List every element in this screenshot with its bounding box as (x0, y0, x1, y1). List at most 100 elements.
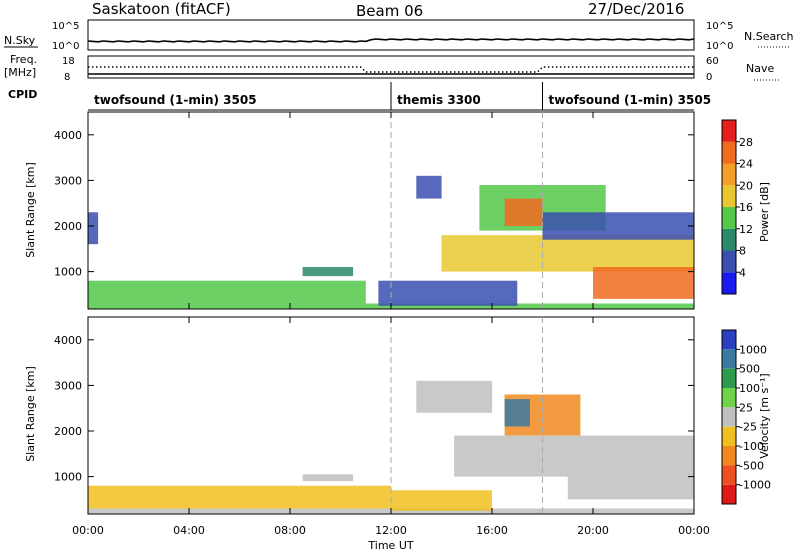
colorbar-segment (722, 120, 736, 142)
y-tick-label: 1000 (54, 471, 82, 484)
colorbar-segment (722, 163, 736, 186)
velocity-colorbar-tick-label: 100 (739, 382, 760, 395)
nsearch-label: N.Search (744, 30, 794, 43)
freq-series (88, 66, 694, 73)
y-tick-label: 4000 (54, 334, 82, 347)
cpid-mode-label: twofsound (1-min) 3505 (94, 93, 257, 107)
freq-tick-top: 18 (62, 56, 75, 67)
count-tick-right-top: 10^5 (706, 21, 733, 32)
velocity-colorbar-tick-label: -500 (739, 459, 764, 472)
colorbar-segment (722, 272, 736, 295)
count-tick-left-top: 10^5 (52, 21, 79, 32)
cpid-mode-label: themis 3300 (397, 93, 481, 107)
freq-tick-bottom: 8 (64, 72, 70, 83)
power-data (88, 175, 694, 309)
power-colorbar-tick-label: 8 (739, 245, 746, 258)
y-tick-label: 3000 (54, 379, 82, 392)
power-region (378, 280, 518, 306)
velocity-region (416, 380, 493, 413)
velocity-colorbar: 1000 500 100 25 -25 -100 -500 -1000 (721, 329, 771, 505)
power-region (302, 267, 354, 277)
power-colorbar: 4 8 12 16 20 24 28 (721, 119, 753, 295)
colorbar-segment (722, 446, 736, 466)
y-tick-label: 3000 (54, 174, 82, 187)
x-tick-label: 16:00 (476, 524, 508, 537)
colorbar-segment (722, 228, 736, 251)
power-region (416, 175, 442, 199)
colorbar-segment (722, 388, 736, 408)
colorbar-segment (722, 465, 736, 485)
nsky-label: N.Sky (4, 34, 36, 47)
date-title: 27/Dec/2016 (588, 0, 684, 18)
cpid-mode-label: twofsound (1-min) 3505 (549, 93, 712, 107)
power-panel (87, 111, 695, 310)
x-tick-label: 00:00 (678, 524, 710, 537)
velocity-colorbar-label: Velocity [m s⁻¹] (758, 373, 771, 458)
velocity-colorbar-tick-label: -25 (739, 421, 757, 434)
colorbar-segment (722, 250, 736, 273)
y-tick-label: 1000 (54, 266, 82, 279)
velocity-region (88, 485, 391, 509)
velocity-colorbar-tick-label: 25 (739, 401, 753, 414)
colorbar-segment (722, 426, 736, 446)
colorbar-segment (722, 349, 736, 369)
power-region (88, 212, 99, 245)
count-panel-frame (87, 19, 695, 51)
x-tick-label: 12:00 (375, 524, 407, 537)
power-colorbar-tick-label: 24 (739, 158, 753, 171)
velocity-region (302, 474, 354, 482)
beam-title: Beam 06 (356, 2, 423, 20)
velocity-colorbar-tick-label: 500 (739, 363, 760, 376)
y-tick-label: 2000 (54, 220, 82, 233)
power-colorbar-tick-label: 28 (739, 136, 753, 149)
power-ylabel: Slant Range [km] (24, 162, 37, 258)
colorbar-segment (722, 368, 736, 388)
velocity-region (454, 435, 694, 477)
velocity-colorbar-tick-label: -100 (739, 440, 764, 453)
nave-tick-bottom: 0 (706, 72, 712, 83)
velocity-colorbar-tick-label: 1000 (739, 343, 767, 356)
colorbar-segment (722, 207, 736, 229)
x-tick-label: 08:00 (274, 524, 306, 537)
colorbar-segment (722, 141, 736, 164)
colorbar-segment (722, 484, 736, 504)
freq-unit-label: [MHz] (4, 66, 36, 79)
x-tick-label: 00:00 (72, 524, 104, 537)
freq-label: Freq. (10, 53, 37, 66)
cpid-modes: twofsound (1-min) 3505 themis 3300 twofsou… (94, 82, 711, 110)
power-colorbar-label: Power [dB] (758, 182, 771, 242)
colorbar-frame (721, 329, 737, 505)
nave-tick-top: 60 (706, 56, 719, 67)
power-colorbar-tick-label: 16 (739, 201, 753, 214)
velocity-region (391, 490, 492, 511)
x-axis-label: Time UT (367, 539, 413, 552)
velocity-region (567, 476, 695, 500)
velocity-ylabel: Slant Range [km] (24, 366, 37, 462)
nave-label: Nave (746, 62, 774, 75)
velocity-region (504, 399, 530, 427)
velocity-colorbar-tick-label: -1000 (739, 479, 771, 492)
cpid-label: CPID (8, 88, 37, 101)
colorbar-segment (722, 330, 736, 350)
y-tick-label: 4000 (54, 129, 82, 142)
power-region (88, 280, 366, 304)
power-colorbar-tick-label: 4 (739, 266, 746, 279)
power-region (593, 267, 694, 299)
count-tick-right-bottom: 10^0 (706, 41, 733, 52)
power-colorbar-tick-label: 20 (739, 179, 753, 192)
power-region (441, 235, 694, 272)
colorbar-segment (722, 407, 736, 427)
x-ticks: 00:00 04:00 08:00 12:00 16:00 20:00 00:00 (72, 112, 710, 537)
power-colorbar-tick-label: 12 (739, 223, 753, 236)
y-tick-label: 2000 (54, 425, 82, 438)
colorbar-segment (722, 185, 736, 208)
power-region (542, 212, 694, 240)
station-title: Saskatoon (fitACF) (92, 0, 231, 18)
velocity-panel (87, 316, 695, 515)
x-tick-label: 20:00 (577, 524, 609, 537)
power-region (504, 198, 543, 226)
mode-change-lines (390, 112, 543, 514)
nsky-series (87, 38, 695, 43)
y-ticks: 1000 2000 3000 4000 1000 2000 3000 4000 (54, 129, 694, 484)
